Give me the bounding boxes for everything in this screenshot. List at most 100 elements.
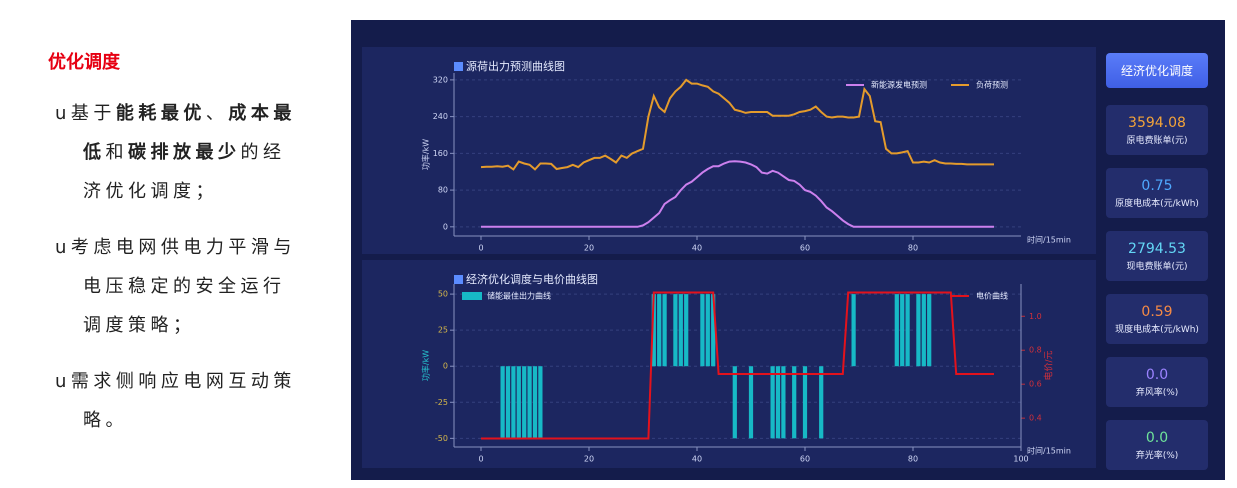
bullet-text: 、	[205, 103, 229, 124]
kpi-card: 2794.53 现电费账单(元)	[1106, 231, 1208, 281]
kpi-label: 弃光率(%)	[1135, 451, 1179, 461]
bar	[684, 294, 689, 367]
y-tick-label: 50	[438, 290, 448, 299]
legend-swatch	[462, 292, 482, 300]
bar	[662, 294, 667, 367]
bar	[516, 366, 521, 439]
kpi-value: 0.59	[1141, 304, 1173, 320]
bullet-text: 的经济优化调度；	[83, 142, 286, 202]
bar	[527, 366, 532, 439]
x-tick-label: 80	[908, 455, 918, 464]
y-tick-label: -50	[435, 434, 448, 443]
bullet-text: 成本最低	[83, 103, 296, 163]
x-tick-label: 0	[478, 244, 483, 253]
y-tick-label: 0	[443, 222, 448, 231]
x-tick-label: 20	[584, 244, 594, 253]
x-axis-label: 时间/15min	[1027, 446, 1071, 456]
bullet-text: u考虑电网供电力平滑与电压稳定的安全运行调度策略；	[55, 237, 296, 336]
x-axis-label: 时间/15min	[1027, 235, 1071, 245]
kpi-card: 0.59 现度电成本(元/kWh)	[1106, 294, 1208, 344]
y-axis-label: 功率/kW	[421, 139, 431, 170]
kpi-label: 弃风率(%)	[1135, 388, 1179, 398]
series-line	[481, 291, 994, 440]
x-tick-label: 0	[478, 455, 483, 464]
bar	[505, 366, 511, 439]
title-marker	[454, 62, 463, 71]
y2-axis-label: 电价/元	[1043, 350, 1055, 380]
bar	[700, 294, 705, 367]
y-axis-label: 功率/kW	[421, 350, 431, 381]
y2-tick-label: 0.8	[1029, 346, 1042, 355]
bar	[921, 294, 926, 367]
bullet-text: u基于	[55, 103, 116, 124]
bullet-text: 碳排放最少	[128, 142, 241, 163]
bar	[894, 294, 899, 367]
x-tick-label: 100	[1013, 455, 1028, 464]
bar	[775, 366, 781, 439]
bar	[916, 294, 921, 367]
x-tick-label: 60	[800, 244, 810, 253]
bar	[792, 366, 797, 439]
bar	[673, 294, 678, 367]
y2-tick-label: 1.0	[1029, 312, 1042, 321]
legend-label: 负荷预测	[976, 80, 1008, 90]
kpi-value: 3594.08	[1128, 115, 1186, 131]
kpi-card: 0.0 弃风率(%)	[1106, 357, 1208, 407]
y-tick-label: 0	[443, 362, 448, 371]
bar	[819, 366, 824, 439]
x-tick-label: 20	[584, 455, 594, 464]
bar	[802, 366, 808, 439]
bar	[678, 294, 683, 367]
kpi-value: 0.0	[1145, 367, 1169, 383]
legend-label: 电价曲线	[976, 291, 1008, 301]
kpi-label: 现电费账单(元)	[1126, 262, 1188, 272]
bar	[732, 366, 737, 439]
title-marker	[454, 275, 463, 284]
y-tick-label: 160	[433, 149, 448, 158]
bar	[927, 294, 932, 367]
x-tick-label: 80	[908, 244, 918, 253]
bar	[500, 366, 505, 439]
kpi-card: 3594.08 原电费账单(元)	[1106, 105, 1208, 155]
y-tick-label: 80	[438, 186, 448, 195]
bar	[511, 366, 516, 439]
bullet-text: 能耗最优	[115, 103, 206, 124]
bar	[705, 294, 710, 367]
series-line	[480, 78, 994, 171]
bar	[905, 294, 910, 367]
optimize-button[interactable]: 经济优化调度	[1106, 53, 1208, 88]
y2-tick-label: 0.4	[1029, 414, 1042, 423]
bar	[651, 294, 656, 367]
bar	[657, 294, 662, 367]
kpi-card: 0.0 弃光率(%)	[1106, 420, 1208, 470]
y-tick-label: -25	[435, 398, 448, 407]
bar	[711, 294, 716, 367]
y-tick-label: 240	[433, 112, 448, 121]
chart-panel	[362, 47, 1096, 254]
x-tick-label: 40	[692, 244, 702, 253]
bar	[900, 294, 905, 367]
y-tick-label: 25	[438, 326, 448, 335]
section-title: 优化调度	[48, 52, 120, 73]
chart-title: 经济优化调度与电价曲线图	[466, 272, 598, 286]
bullet: u需求侧响应电网互动策略。	[55, 362, 303, 440]
y2-tick-label: 0.6	[1029, 380, 1042, 389]
y-tick-label: 320	[433, 75, 448, 84]
bullet: u基于能耗最优、成本最低和碳排放最少的经济优化调度；	[55, 94, 303, 211]
kpi-label: 原度电成本(元/kWh)	[1115, 199, 1199, 209]
kpi-label: 原电费账单(元)	[1126, 136, 1188, 146]
x-tick-label: 60	[800, 455, 810, 464]
legend-label: 新能源发电预测	[871, 80, 927, 90]
legend-label: 储能最佳出力曲线	[487, 291, 551, 301]
bullet-text: u需求侧响应电网互动策略。	[55, 371, 296, 431]
kpi-value: 2794.53	[1128, 241, 1186, 257]
chart-title: 源荷出力预测曲线图	[466, 59, 565, 73]
x-tick-label: 40	[692, 455, 702, 464]
bar	[522, 366, 527, 439]
kpi-label: 现度电成本(元/kWh)	[1115, 325, 1199, 335]
bullet: u考虑电网供电力平滑与电压稳定的安全运行调度策略；	[55, 228, 303, 345]
bar	[748, 366, 754, 439]
bullet-list: u基于能耗最优、成本最低和碳排放最少的经济优化调度； u考虑电网供电力平滑与电压稳…	[55, 94, 303, 457]
